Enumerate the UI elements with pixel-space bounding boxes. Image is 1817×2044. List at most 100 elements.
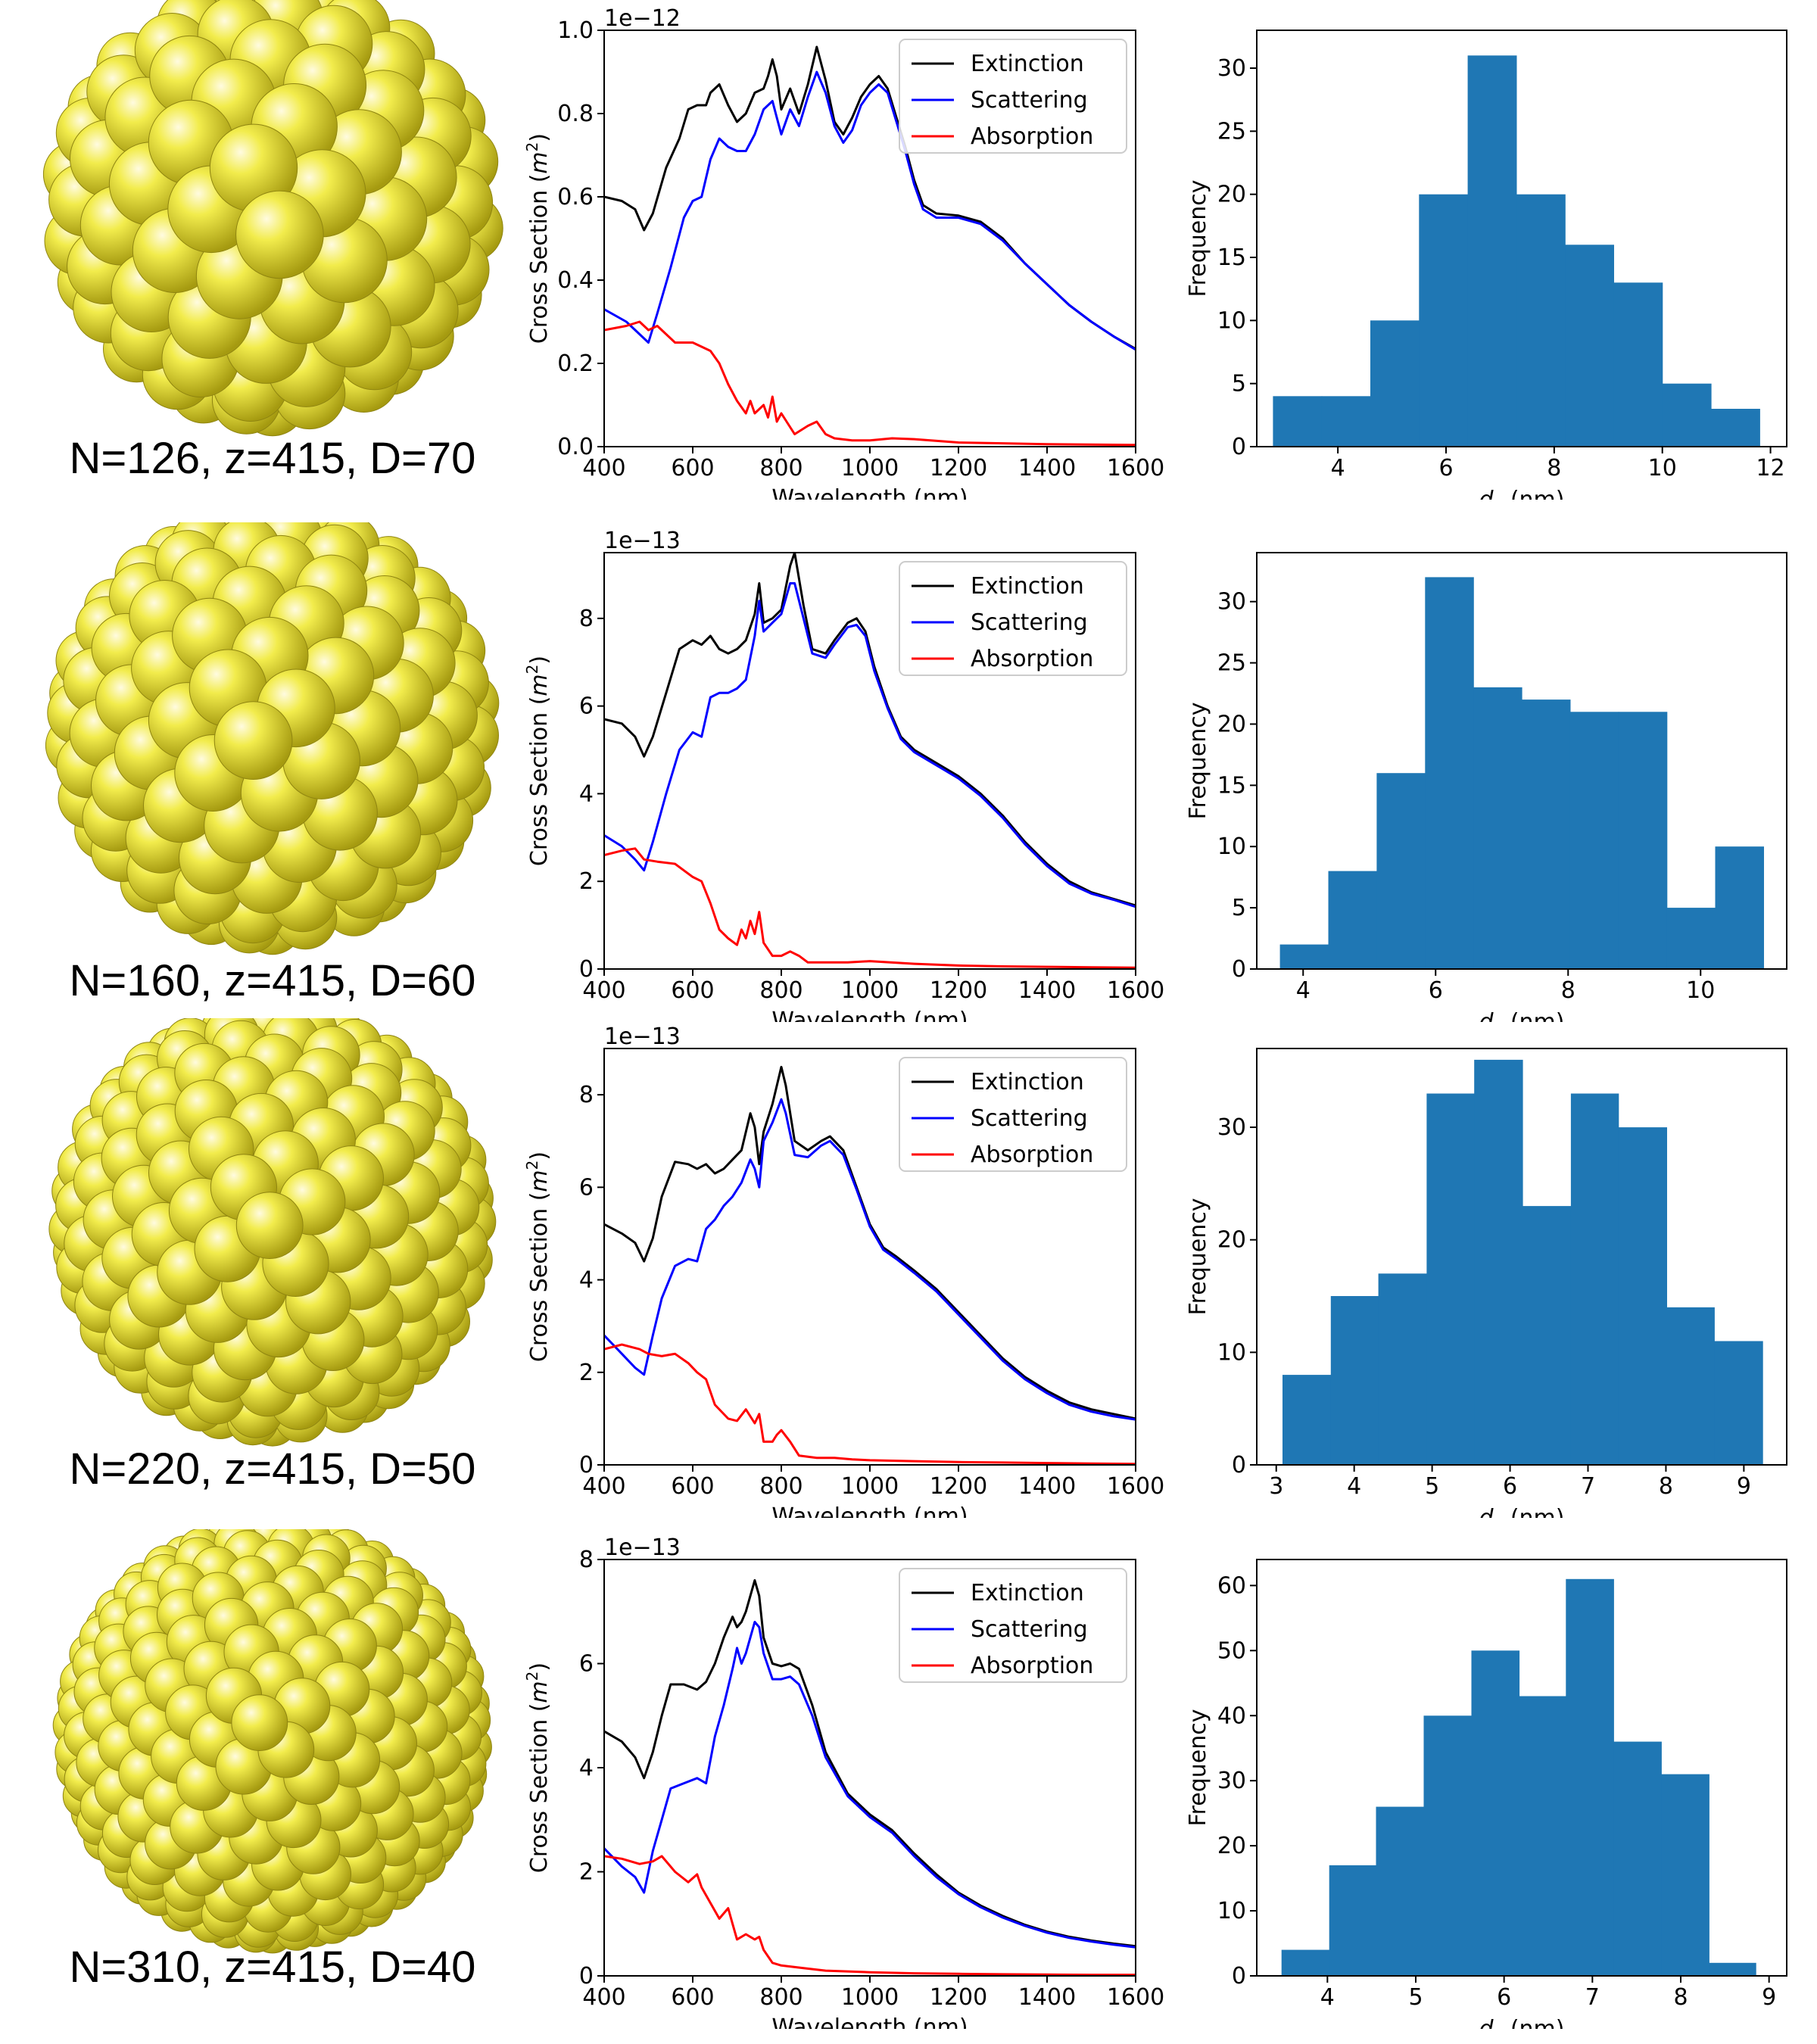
x-tick-label: 7 <box>1585 1984 1600 2011</box>
x-tick-label: 1400 <box>1018 977 1076 1004</box>
y-axis-label: Cross Section (m2) <box>523 1151 553 1362</box>
x-axis-label-subscript: g <box>1494 2028 1504 2029</box>
y-axis-label-base: Cross Section ( <box>526 696 553 866</box>
spectrum-chart-1: 400 600 800 1000 1200 1400 1600 0.0 0.2 0.4 0.6 0.8… <box>523 5 1164 500</box>
x-tick-label: 600 <box>671 455 714 481</box>
y-tick-label: 4 <box>579 1755 594 1781</box>
gold-nanoparticle <box>213 701 293 781</box>
x-tick-label: 1000 <box>841 1984 899 2011</box>
y-tick-label: 10 <box>1217 833 1246 860</box>
gold-nanoparticle-cluster-icon <box>48 1018 497 1447</box>
gold-nanoparticle-cluster-icon <box>42 0 503 437</box>
histogram-bar <box>1613 1741 1662 1976</box>
y-tick-label: 6 <box>579 1651 594 1678</box>
x-tick-label: 600 <box>671 1473 714 1500</box>
x-tick-label: 1200 <box>930 1473 987 1500</box>
x-axis-label-subscript: g <box>1494 1517 1504 1518</box>
plot-frame <box>1256 30 1787 447</box>
series-line-extinction <box>604 45 1136 351</box>
y-tick-label: 50 <box>1217 1637 1246 1664</box>
y-axis-label: Frequency <box>1185 703 1211 820</box>
y-tick-label: 2 <box>579 868 594 895</box>
x-axis-label: dg (nm) <box>1479 487 1565 500</box>
y-axis-label: Frequency <box>1185 1198 1211 1316</box>
y-axis-label-close: ) <box>526 656 553 665</box>
x-axis-label-subscript: g <box>1494 499 1504 500</box>
x-tick-label: 1200 <box>930 1984 987 2011</box>
spectrum-chart-3: 400 600 800 1000 1200 1400 1600 0 2 4 6 8 1e−13 Wavel… <box>523 1024 1164 1518</box>
particle-label-3: N=220, z=415, D=50 <box>69 1444 476 1494</box>
histogram-bar <box>1467 55 1517 447</box>
x-tick-label: 400 <box>582 977 625 1004</box>
y-axis-label-unit: m <box>526 674 553 696</box>
legend-box <box>899 39 1127 154</box>
x-tick-label: 8 <box>1673 1984 1688 2011</box>
y-tick-label: 60 <box>1217 1572 1246 1599</box>
axis-offset-text: 1e−12 <box>604 5 681 32</box>
y-axis-label: Cross Section (m2) <box>523 656 553 866</box>
y-tick-label: 4 <box>579 1267 594 1294</box>
histogram-bar <box>1329 1865 1377 1976</box>
x-tick-label: 9 <box>1762 1984 1776 2011</box>
particle-label-1: N=126, z=415, D=70 <box>69 434 476 483</box>
particle-cluster-4 <box>52 1529 492 1954</box>
x-axis-label-rest: (nm) <box>1503 2016 1564 2029</box>
y-tick-label: 20 <box>1217 711 1246 737</box>
x-tick-label: 4 <box>1320 1984 1335 2011</box>
x-tick-label: 6 <box>1503 1473 1517 1500</box>
histogram-chart-3: 3 4 5 6 7 8 9 0 10 20 30 dg (nm) Frequency <box>1185 1048 1787 1518</box>
axis-offset-text: 1e−13 <box>604 1535 681 1561</box>
x-tick-label: 8 <box>1561 977 1575 1004</box>
particle-label-2: N=160, z=415, D=60 <box>69 956 476 1005</box>
x-axis-label: dg (nm) <box>1479 2016 1565 2029</box>
x-axis-label-main: d <box>1479 2016 1494 2029</box>
figure-row-1: N=126, z=415, D=70 400 600 800 1000 1200 1400… <box>0 0 1817 500</box>
histogram-bar <box>1474 1059 1523 1465</box>
histogram-bar <box>1273 396 1323 447</box>
histogram-bar <box>1516 194 1566 447</box>
x-axis-label: dg (nm) <box>1479 1009 1565 1022</box>
x-tick-label: 5 <box>1425 1473 1439 1500</box>
histogram-bar <box>1519 1696 1566 1976</box>
legend-box <box>899 1057 1127 1172</box>
y-tick-label: 0 <box>579 1452 594 1478</box>
histogram-bar <box>1281 1949 1330 1976</box>
x-tick-label: 8 <box>1547 455 1561 481</box>
histogram-bar <box>1709 1962 1756 1976</box>
legend-box <box>899 561 1127 676</box>
x-axis-label: dg (nm) <box>1479 1505 1565 1518</box>
y-tick-label: 30 <box>1217 1768 1246 1794</box>
x-axis-label: Wavelength (nm) <box>771 2014 968 2029</box>
x-tick-label: 1600 <box>1107 1984 1164 2011</box>
gold-nanoparticle-cluster-icon <box>45 522 500 955</box>
y-axis-label-exponent: 2 <box>523 1672 541 1681</box>
y-tick-label: 0 <box>1232 1452 1246 1478</box>
series-line-scattering <box>604 1098 1136 1421</box>
histogram-bar <box>1662 383 1712 447</box>
series-line-absorption <box>604 847 1136 969</box>
figure-row-3: N=220, z=415, D=50 400 600 800 1000 1200 1400… <box>0 1018 1817 1518</box>
histogram-bar <box>1714 1341 1763 1465</box>
histogram-bar <box>1522 700 1571 969</box>
y-axis-label-exponent: 2 <box>523 142 541 152</box>
x-tick-label: 6 <box>1429 977 1443 1004</box>
particle-cluster-3 <box>48 1018 497 1447</box>
legend-label-extinction: Extinction <box>971 1069 1084 1095</box>
figure-row-2: N=160, z=415, D=60 400 600 800 1000 1200 1400… <box>0 522 1817 1022</box>
y-tick-label: 0.0 <box>557 434 594 460</box>
histogram-bar <box>1370 320 1420 447</box>
histogram-bar <box>1613 282 1663 447</box>
histogram-bar <box>1376 773 1426 969</box>
x-axis-label-rest: (nm) <box>1503 1505 1564 1518</box>
gold-nanoparticle <box>235 190 324 279</box>
y-axis-label-close: ) <box>526 1662 553 1672</box>
y-axis-label-base: Cross Section ( <box>526 174 553 344</box>
legend-label-extinction: Extinction <box>971 1580 1084 1606</box>
histogram-bar <box>1522 1206 1572 1465</box>
histogram-bar <box>1321 396 1371 447</box>
histogram-chart-1: 4 6 8 10 12 0 5 10 15 20 25 30 dg (nm) Frequency <box>1185 30 1787 500</box>
y-axis-label-close: ) <box>526 1151 553 1161</box>
x-tick-label: 1400 <box>1018 1473 1076 1500</box>
particle-cluster-1 <box>42 0 503 437</box>
y-tick-label: 8 <box>579 1082 594 1108</box>
